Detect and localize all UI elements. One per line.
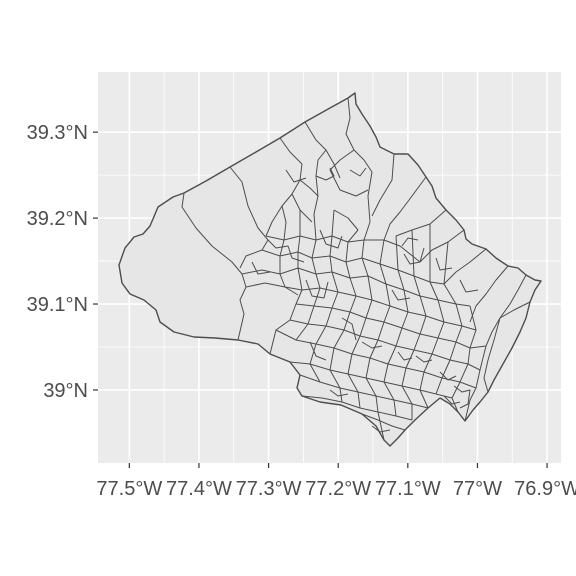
x-tick-label: 77.2°W [305, 478, 371, 500]
tract-boundaries [181, 97, 531, 441]
x-tick-label: 77.1°W [375, 478, 441, 500]
y-tick-label: 39.1°N [27, 294, 88, 316]
county-outline [118, 92, 542, 447]
x-tick-label: 77.3°W [236, 478, 302, 500]
x-tick-label: 77.4°W [166, 478, 232, 500]
y-tick-label: 39°N [43, 380, 88, 402]
x-tick-label: 77.5°W [96, 478, 162, 500]
y-axis: 39°N 39.1°N 39.2°N 39.3°N [27, 122, 98, 402]
tract-map [118, 92, 542, 447]
y-tick-label: 39.3°N [27, 122, 88, 144]
y-tick-label: 39.2°N [27, 208, 88, 230]
x-axis: 77.5°W 77.4°W 77.3°W 77.2°W 77.1°W 77°W 76.9°W [96, 463, 576, 500]
x-tick-label: 77°W [453, 478, 502, 500]
x-tick-label: 76.9°W [514, 478, 576, 500]
